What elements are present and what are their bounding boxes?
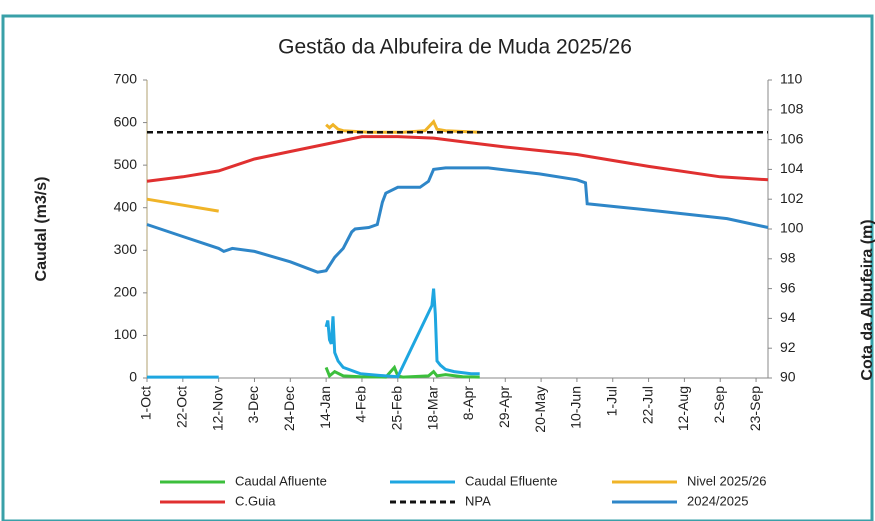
legend-label: NPA bbox=[465, 493, 491, 508]
x-tick-label: 1-Jul bbox=[603, 386, 619, 416]
y-tick-label: 300 bbox=[114, 241, 138, 257]
y2-axis-title: Cota da Albufeira (m) bbox=[859, 219, 875, 380]
x-tick-label: 24-Dec bbox=[281, 386, 297, 431]
x-tick-label: 14-Jan bbox=[317, 386, 333, 429]
y2-tick-label: 104 bbox=[780, 160, 804, 176]
legend-label: C.Guia bbox=[235, 493, 276, 508]
x-tick-label: 4-Feb bbox=[353, 386, 369, 423]
x-tick-label: 8-Apr bbox=[460, 386, 476, 421]
series-line bbox=[146, 166, 769, 274]
y2-tick-label: 102 bbox=[780, 190, 804, 206]
y2-tick-label: 92 bbox=[780, 339, 796, 355]
y2-tick-label: 98 bbox=[780, 250, 796, 266]
y-tick-label: 600 bbox=[114, 113, 138, 129]
series-line bbox=[146, 135, 769, 183]
y2-tick-label: 108 bbox=[780, 101, 804, 117]
y2-tick-label: 106 bbox=[780, 130, 804, 146]
y-tick-label: 200 bbox=[114, 284, 138, 300]
x-tick-label: 12-Nov bbox=[209, 386, 225, 431]
y-tick-label: 400 bbox=[114, 198, 138, 214]
x-tick-label: 18-Mar bbox=[424, 386, 440, 431]
chart-frame bbox=[1, 14, 874, 521]
x-tick-label: 20-May bbox=[532, 386, 548, 433]
y-axis-title: Caudal (m3/s) bbox=[33, 177, 50, 282]
x-tick-label: 12-Aug bbox=[675, 386, 691, 431]
x-tick-label: 10-Jun bbox=[568, 386, 584, 429]
series-line bbox=[146, 119, 480, 213]
legend-label: 2024/2025 bbox=[687, 493, 748, 508]
legend-label: Caudal Afluente bbox=[235, 473, 327, 488]
y2-tick-label: 110 bbox=[780, 71, 803, 87]
series-line bbox=[147, 288, 480, 379]
x-tick-label: 25-Feb bbox=[388, 386, 404, 431]
chart-title: Gestão da Albufeira de Muda 2025/26 bbox=[278, 36, 632, 59]
y2-tick-label: 94 bbox=[780, 309, 796, 325]
y-tick-label: 500 bbox=[114, 156, 138, 172]
x-tick-label: 22-Oct bbox=[174, 386, 190, 428]
x-tick-label: 3-Dec bbox=[245, 386, 261, 423]
x-tick-label: 29-Apr bbox=[496, 386, 512, 428]
y2-tick-label: 100 bbox=[780, 220, 804, 236]
y-tick-label: 700 bbox=[114, 71, 138, 87]
y-tick-label: 0 bbox=[129, 369, 137, 385]
legend-label: Caudal Efluente bbox=[465, 473, 558, 488]
x-tick-label: 23-Sep bbox=[747, 386, 763, 431]
x-tick-label: 2-Sep bbox=[711, 386, 727, 424]
x-tick-label: 1-Oct bbox=[138, 386, 154, 420]
legend-label: Nivel 2025/26 bbox=[687, 473, 767, 488]
y-tick-label: 100 bbox=[114, 326, 138, 342]
y2-tick-label: 96 bbox=[780, 279, 796, 295]
x-tick-label: 22-Jul bbox=[639, 386, 655, 424]
y2-tick-label: 90 bbox=[780, 369, 796, 385]
